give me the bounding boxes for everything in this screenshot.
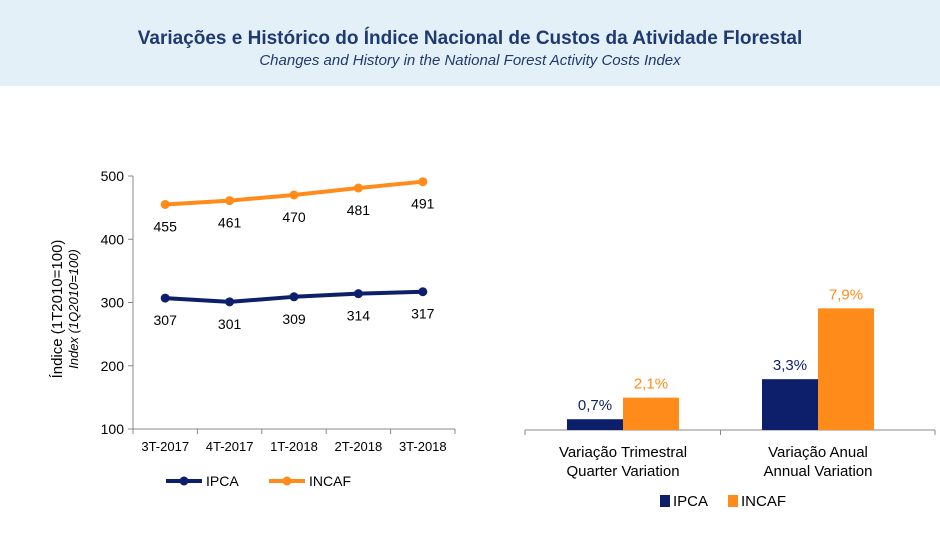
line-chart-y-tick-label: 300 xyxy=(101,295,125,311)
line-point-ipca xyxy=(160,293,170,303)
line-point-ipca xyxy=(289,292,299,302)
legend-label-incaf: INCAF xyxy=(309,473,351,489)
line-data-label: 461 xyxy=(218,215,242,231)
line-data-label: 301 xyxy=(218,316,242,332)
line-data-label: 309 xyxy=(282,311,306,327)
bar-ipca xyxy=(567,419,623,430)
line-chart-x-tick-label: 3T-2018 xyxy=(399,439,447,454)
line-chart-x-tick-label: 2T-2018 xyxy=(335,439,383,454)
line-chart-y-tick-label: 200 xyxy=(101,358,125,374)
line-data-label: 455 xyxy=(154,218,178,234)
bar-data-label: 3,3% xyxy=(773,357,807,374)
chart-subtitle: Changes and History in the National Fore… xyxy=(259,52,681,69)
line-point-ipca xyxy=(418,287,428,297)
bar-category-label-en: Quarter Variation xyxy=(566,463,679,480)
line-point-ipca xyxy=(353,289,363,299)
line-point-incaf xyxy=(289,190,299,200)
line-chart-x-tick-label: 3T-2017 xyxy=(141,439,189,454)
legend-marker-ipca xyxy=(179,476,189,486)
bar-incaf xyxy=(818,308,874,430)
legend-swatch-ipca xyxy=(660,495,670,507)
line-point-incaf xyxy=(353,183,363,193)
bar-incaf xyxy=(623,397,679,430)
line-chart-y-tick-label: 400 xyxy=(101,231,125,247)
bar-data-label: 7,9% xyxy=(829,286,863,303)
bar-category-label: Variação Trimestral xyxy=(559,444,687,461)
bar-data-label: 2,1% xyxy=(634,376,668,393)
line-data-label: 470 xyxy=(282,209,306,225)
line-data-label: 481 xyxy=(347,202,371,218)
bar-chart: 0,7% 3,3% 2,1% 7,9% Variação Trimestral Quart… xyxy=(524,286,936,510)
chart-header: Variações e Histórico do Índice Nacional… xyxy=(0,0,940,86)
bar-category-label-en: Annual Variation xyxy=(764,463,873,480)
line-chart-y-tick-label: 100 xyxy=(101,421,125,437)
line-chart-y-tick-label: 500 xyxy=(101,168,125,184)
line-data-label: 314 xyxy=(347,308,371,324)
line-data-label: 317 xyxy=(411,306,435,322)
line-chart-ylabel-sub: Index (1Q2010=100) xyxy=(66,249,81,369)
line-data-label: 307 xyxy=(154,312,178,328)
legend-marker-incaf xyxy=(282,476,292,486)
bar-category-label: Variação Anual xyxy=(768,444,868,461)
line-point-ipca xyxy=(225,297,235,307)
legend-label-ipca: IPCA xyxy=(206,473,239,489)
line-point-incaf xyxy=(160,199,170,209)
line-chart-ylabel: Índice (1T2010=100) xyxy=(49,240,66,379)
legend-swatch-incaf xyxy=(728,495,738,507)
line-point-incaf xyxy=(418,177,428,187)
line-chart-x-tick-label: 1T-2018 xyxy=(270,439,318,454)
line-point-incaf xyxy=(225,196,235,206)
line-chart-x-tick-label: 4T-2017 xyxy=(206,439,254,454)
bar-data-label: 0,7% xyxy=(578,397,612,414)
chart-title: Variações e Histórico do Índice Nacional… xyxy=(137,28,803,49)
line-data-label: 491 xyxy=(411,196,435,212)
bar-ipca xyxy=(762,379,818,430)
line-chart: Índice (1T2010=100) Index (1Q2010=100) 1… xyxy=(49,168,456,489)
legend-label-incaf: INCAF xyxy=(741,493,786,510)
legend-label-ipca: IPCA xyxy=(673,493,708,510)
